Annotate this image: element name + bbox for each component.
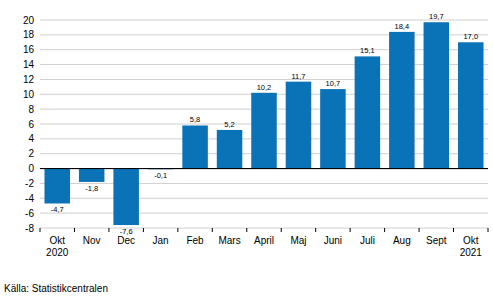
bar bbox=[424, 22, 450, 168]
grid-line bbox=[40, 213, 488, 214]
grid-line bbox=[40, 183, 488, 184]
x-tick bbox=[177, 228, 178, 232]
grid-line bbox=[40, 198, 488, 199]
bar bbox=[286, 82, 312, 169]
x-tick bbox=[384, 228, 385, 232]
data-label: -1,8 bbox=[85, 184, 98, 193]
y-tick-label: 8 bbox=[28, 104, 34, 115]
x-tick-label: Dec bbox=[117, 235, 135, 246]
y-tick-label: 4 bbox=[28, 133, 34, 144]
bar bbox=[113, 169, 139, 225]
bar bbox=[389, 32, 415, 169]
x-tick-label: Okt2021 bbox=[460, 235, 483, 258]
y-tick-label: 14 bbox=[23, 59, 35, 70]
x-tick bbox=[74, 228, 75, 232]
grid-line bbox=[40, 228, 488, 229]
x-tick bbox=[212, 228, 213, 232]
x-tick-label: Juni bbox=[324, 235, 342, 246]
x-tick bbox=[315, 228, 316, 232]
x-tick-label: Juli bbox=[360, 235, 375, 246]
y-tick-label: 2 bbox=[28, 148, 34, 159]
x-tick-label: April bbox=[254, 235, 274, 246]
x-tick bbox=[108, 228, 109, 232]
data-label: 5,8 bbox=[190, 115, 200, 124]
bar bbox=[182, 125, 208, 168]
y-tick-label: 12 bbox=[23, 74, 35, 85]
x-tick-label: Aug bbox=[393, 235, 411, 246]
data-label: 17,0 bbox=[463, 32, 478, 41]
bar bbox=[355, 56, 381, 168]
x-tick-label: Feb bbox=[186, 235, 204, 246]
bar bbox=[320, 89, 346, 168]
y-tick-label: 20 bbox=[23, 15, 35, 26]
y-tick-label: 16 bbox=[23, 44, 35, 55]
data-label: 10,2 bbox=[257, 83, 272, 92]
data-label: 11,7 bbox=[291, 72, 305, 81]
y-tick-label: 6 bbox=[28, 119, 34, 130]
bar bbox=[217, 130, 243, 169]
x-tick-label: Jan bbox=[153, 235, 169, 246]
y-tick-label: 10 bbox=[23, 89, 35, 100]
x-tick-label: Maj bbox=[290, 235, 306, 246]
data-label: 5,2 bbox=[224, 120, 234, 129]
x-tick-label: Mars bbox=[218, 235, 240, 246]
x-tick bbox=[246, 228, 247, 232]
x-tick-label: Okt2020 bbox=[46, 235, 69, 258]
x-tick bbox=[40, 228, 41, 232]
y-tick-label: -4 bbox=[25, 193, 34, 204]
x-tick-label: Sept bbox=[426, 235, 447, 246]
y-tick-label: 18 bbox=[23, 29, 35, 40]
chart: -8-6-4-202468101214161820-4,7-1,8-7,6-0,… bbox=[0, 0, 493, 304]
data-label: -0,1 bbox=[154, 171, 167, 180]
y-tick-label: -6 bbox=[25, 208, 34, 219]
bar bbox=[251, 93, 277, 169]
x-tick-label: Nov bbox=[83, 235, 101, 246]
x-tick bbox=[281, 228, 282, 232]
y-tick-label: -2 bbox=[25, 178, 34, 189]
y-tick-label: 0 bbox=[28, 163, 34, 174]
bar bbox=[458, 42, 484, 168]
grid-line bbox=[40, 168, 488, 169]
zero-line bbox=[40, 168, 488, 169]
data-label: 18,4 bbox=[395, 22, 410, 31]
grid-line bbox=[40, 49, 488, 50]
bars bbox=[44, 22, 483, 225]
data-label: 15,1 bbox=[360, 46, 375, 55]
x-tick bbox=[488, 228, 489, 232]
bar bbox=[79, 169, 105, 182]
data-label: 10,7 bbox=[326, 79, 341, 88]
bar bbox=[44, 169, 70, 204]
y-tick-label: -8 bbox=[25, 223, 34, 234]
source: Källa: Statistikcentralen bbox=[4, 283, 108, 294]
grid-line bbox=[40, 79, 488, 80]
data-label: 19,7 bbox=[429, 12, 444, 21]
x-tick bbox=[350, 228, 351, 232]
grid-line bbox=[40, 64, 488, 65]
data-label: -4,7 bbox=[51, 205, 64, 214]
x-tick bbox=[453, 228, 454, 232]
grid-line bbox=[40, 20, 488, 21]
x-tick bbox=[419, 228, 420, 232]
grid-line bbox=[40, 34, 488, 35]
x-tick bbox=[143, 228, 144, 232]
